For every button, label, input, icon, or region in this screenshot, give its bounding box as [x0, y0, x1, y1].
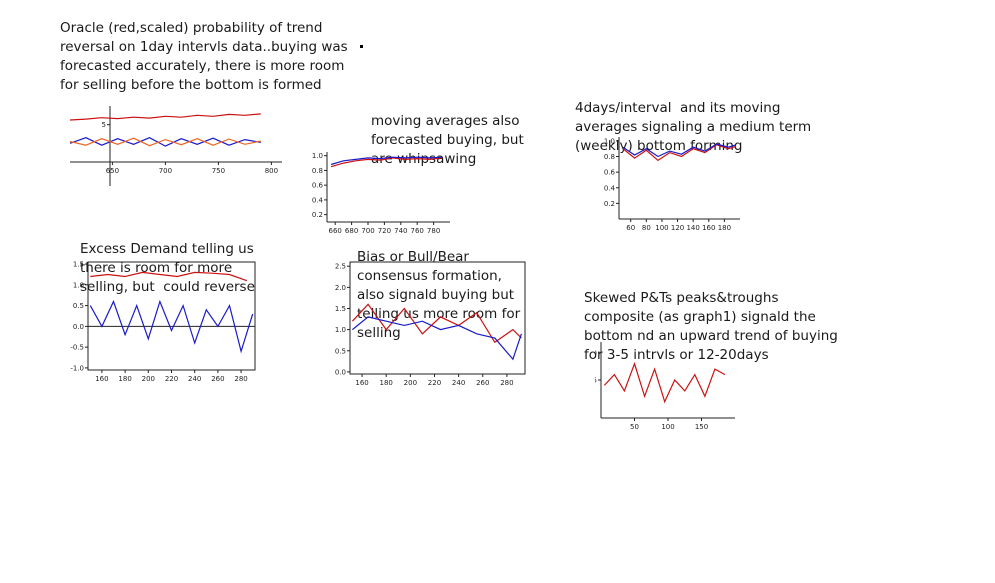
y-tick-label: 1.5	[73, 261, 84, 269]
x-tick-label: 160	[702, 224, 715, 232]
x-tick-label: 780	[427, 227, 440, 235]
chart-oracle: 650 700 750 800 5	[69, 106, 282, 186]
chart-excess-demand: 160 180 200 220 240 260 280 -1.0 -0.5 0.0 0.5 1.0 1.…	[70, 261, 256, 383]
y-tick-label: 10	[595, 349, 597, 357]
y-tick-label: 1.0	[335, 326, 346, 334]
y-tick-label: 0.0	[335, 368, 346, 376]
series-line-blue	[330, 156, 442, 166]
x-tick-label: 280	[500, 379, 513, 387]
chart-bias-bull-bear: 160 180 200 220 240 260 280 0.0 0.5 1.0 1.5 2.0 2.5	[335, 261, 526, 387]
y-tick-label: 0.6	[604, 169, 616, 177]
y-tick-label: 0.8	[604, 153, 615, 161]
series-line-red	[351, 303, 522, 344]
series-line-red	[603, 361, 726, 404]
x-tick-label: 720	[378, 227, 391, 235]
x-tick-label: 660	[329, 227, 342, 235]
x-tick-label: 220	[428, 379, 441, 387]
x-tick-label: 240	[188, 375, 201, 383]
chart-moving-averages: 660 680 700 720 740 760 780 0.2 0.4 0.6 0.8 1.0	[312, 152, 450, 235]
note-bias-bull-bear: Bias or Bull/Bear consensus formation, a…	[357, 249, 521, 341]
y-tick-label: -1.0	[70, 364, 84, 372]
x-tick-label: 120	[671, 224, 684, 232]
x-tick-label: 100	[661, 423, 674, 431]
y-tick-label: 0.8	[312, 167, 323, 175]
x-tick-label: 680	[345, 227, 358, 235]
plot-frame	[87, 261, 256, 371]
stray-dot	[360, 45, 363, 48]
plot-frame	[349, 261, 526, 375]
y-tick-label: 0.4	[312, 196, 324, 204]
series-line-blue	[352, 316, 522, 361]
y-tick-label: 1.0	[73, 281, 84, 289]
x-tick-label: 60	[626, 224, 635, 232]
series-line-red	[90, 271, 248, 282]
x-tick-label: 160	[355, 379, 368, 387]
note-skewed-pts: Skewed P&Ts peaks&troughs composite (as …	[584, 290, 838, 363]
series-line-red	[622, 144, 737, 162]
y-tick-label: 5	[595, 377, 597, 385]
x-tick-label: 260	[211, 375, 224, 383]
y-tick-label: 2.5	[335, 263, 346, 271]
x-tick-label: 220	[165, 375, 178, 383]
x-tick-label: 180	[718, 224, 731, 232]
x-tick-label: 650	[106, 167, 119, 175]
x-tick-label: 200	[404, 379, 417, 387]
x-tick-label: 160	[95, 375, 108, 383]
x-tick-label: 800	[265, 167, 278, 175]
x-tick-label: 240	[452, 379, 465, 387]
series-line-red	[330, 157, 442, 168]
y-tick-label: 0.6	[312, 182, 324, 190]
y-tick-label: 0.2	[604, 200, 615, 208]
note-oracle: Oracle (red,scaled) probability of trend…	[60, 20, 348, 93]
x-tick-label: 260	[476, 379, 489, 387]
series-line-blue	[622, 143, 737, 158]
y-tick-label: 1.0	[604, 137, 615, 145]
x-tick-label: 750	[212, 167, 225, 175]
x-tick-label: 180	[380, 379, 393, 387]
y-tick-label: -0.5	[70, 344, 84, 352]
y-tick-label: 0.4	[604, 184, 616, 192]
series-line-red	[69, 113, 261, 121]
x-tick-label: 180	[118, 375, 131, 383]
y-tick-label: 2.0	[335, 284, 346, 292]
note-4days-interval: 4days/interval and its moving averages s…	[575, 100, 812, 154]
y-tick-label: 1.5	[335, 305, 346, 313]
series-line-blue	[89, 299, 254, 354]
x-tick-label: 740	[394, 227, 407, 235]
y-tick-label: 0.0	[73, 323, 84, 331]
x-tick-label: 80	[642, 224, 651, 232]
x-tick-label: 100	[655, 224, 668, 232]
y-tick-label: 0.5	[73, 302, 84, 310]
y-tick-label: 1.0	[312, 152, 323, 160]
y-tick-label: 0.5	[335, 347, 346, 355]
x-tick-label: 760	[411, 227, 424, 235]
x-tick-label: 150	[695, 423, 708, 431]
x-tick-label: 700	[159, 167, 172, 175]
series-line-orange	[69, 137, 261, 147]
y-tick-label: 5	[102, 121, 106, 129]
x-tick-label: 700	[361, 227, 374, 235]
note-excess-demand: Excess Demand telling us there is room f…	[80, 241, 255, 295]
x-tick-label: 140	[686, 224, 699, 232]
x-tick-label: 200	[142, 375, 155, 383]
x-tick-label: 280	[234, 375, 247, 383]
y-tick-label: 0.2	[312, 211, 323, 219]
chart-4days-interval: 60 80 100 120 140 160 180 0.2 0.4 0.6 0.8 1.0	[604, 137, 740, 232]
x-tick-label: 50	[630, 423, 639, 431]
series-line-blue	[69, 137, 261, 147]
chart-skewed-pts: 50 100 150 5 10	[595, 342, 735, 431]
